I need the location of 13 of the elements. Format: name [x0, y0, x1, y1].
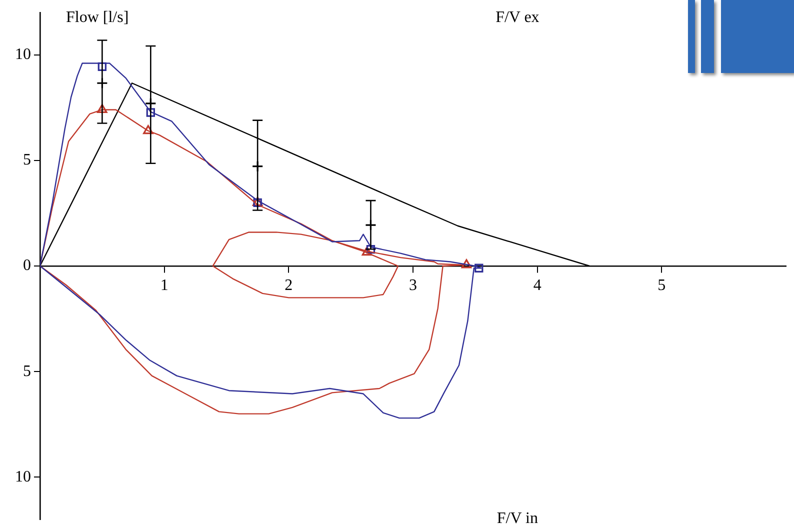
x-tick-label: 5 [658, 276, 666, 294]
y-tick-label: 5 [23, 152, 31, 169]
x-tick-label: 1 [160, 276, 168, 294]
annotation: F/V ex [496, 9, 540, 26]
y-tick-label: 10 [15, 468, 31, 486]
annotation: F/V in [496, 510, 538, 528]
x-tick-label: 3 [409, 276, 417, 294]
y-tick-label: 0 [23, 257, 31, 274]
y-axis-title: Flow [l/s] [66, 9, 129, 26]
y-tick-label: 10 [15, 46, 31, 64]
x-tick-label: 4 [533, 276, 542, 294]
y-tick-label: 5 [23, 362, 31, 380]
x-tick-label: 2 [284, 276, 293, 294]
